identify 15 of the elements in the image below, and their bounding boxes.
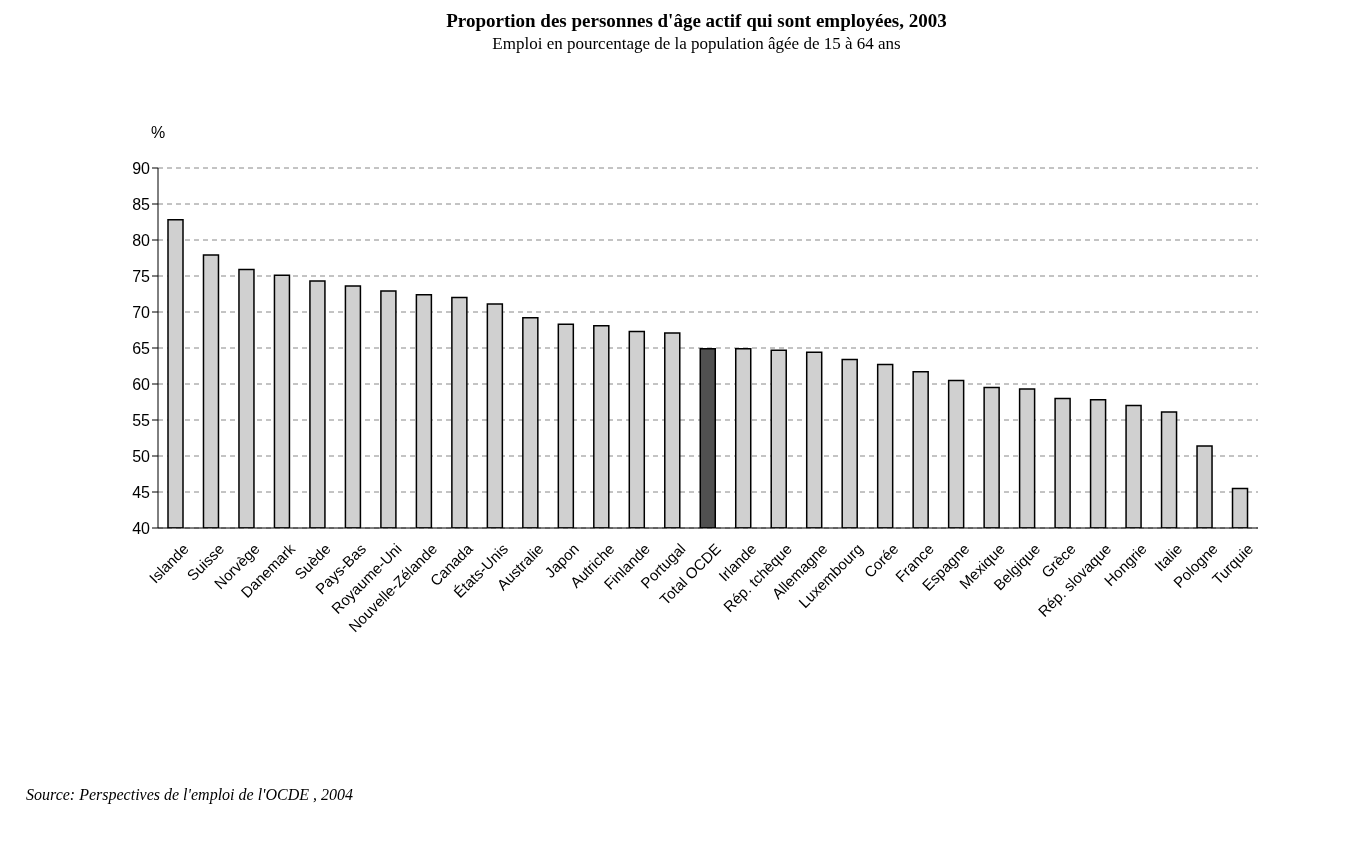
y-tick-label: 60: [132, 375, 151, 393]
y-axis-title: %: [151, 124, 166, 142]
y-tick-label: 85: [132, 195, 151, 213]
y-tick-label: 50: [132, 447, 151, 465]
y-tick-label: 70: [132, 303, 151, 321]
chart-subtitle: Emploi en pourcentage de la population âgée de 15 à 64 ans: [491, 34, 902, 54]
y-tick-label: 80: [132, 231, 151, 249]
y-tick-label: 65: [132, 339, 151, 357]
source-note: Source: Perspectives de l'emploi de l'OCDE , 2004: [26, 786, 354, 804]
y-tick-label: 75: [132, 267, 151, 285]
y-tick-label: 90: [132, 159, 151, 177]
y-tick-label: 40: [132, 519, 151, 537]
y-tick-label: 55: [132, 411, 151, 429]
chart-title: Proportion des personnes d'âge actif qui sont employées, 2003: [445, 10, 948, 32]
y-tick-label: 45: [132, 483, 151, 501]
